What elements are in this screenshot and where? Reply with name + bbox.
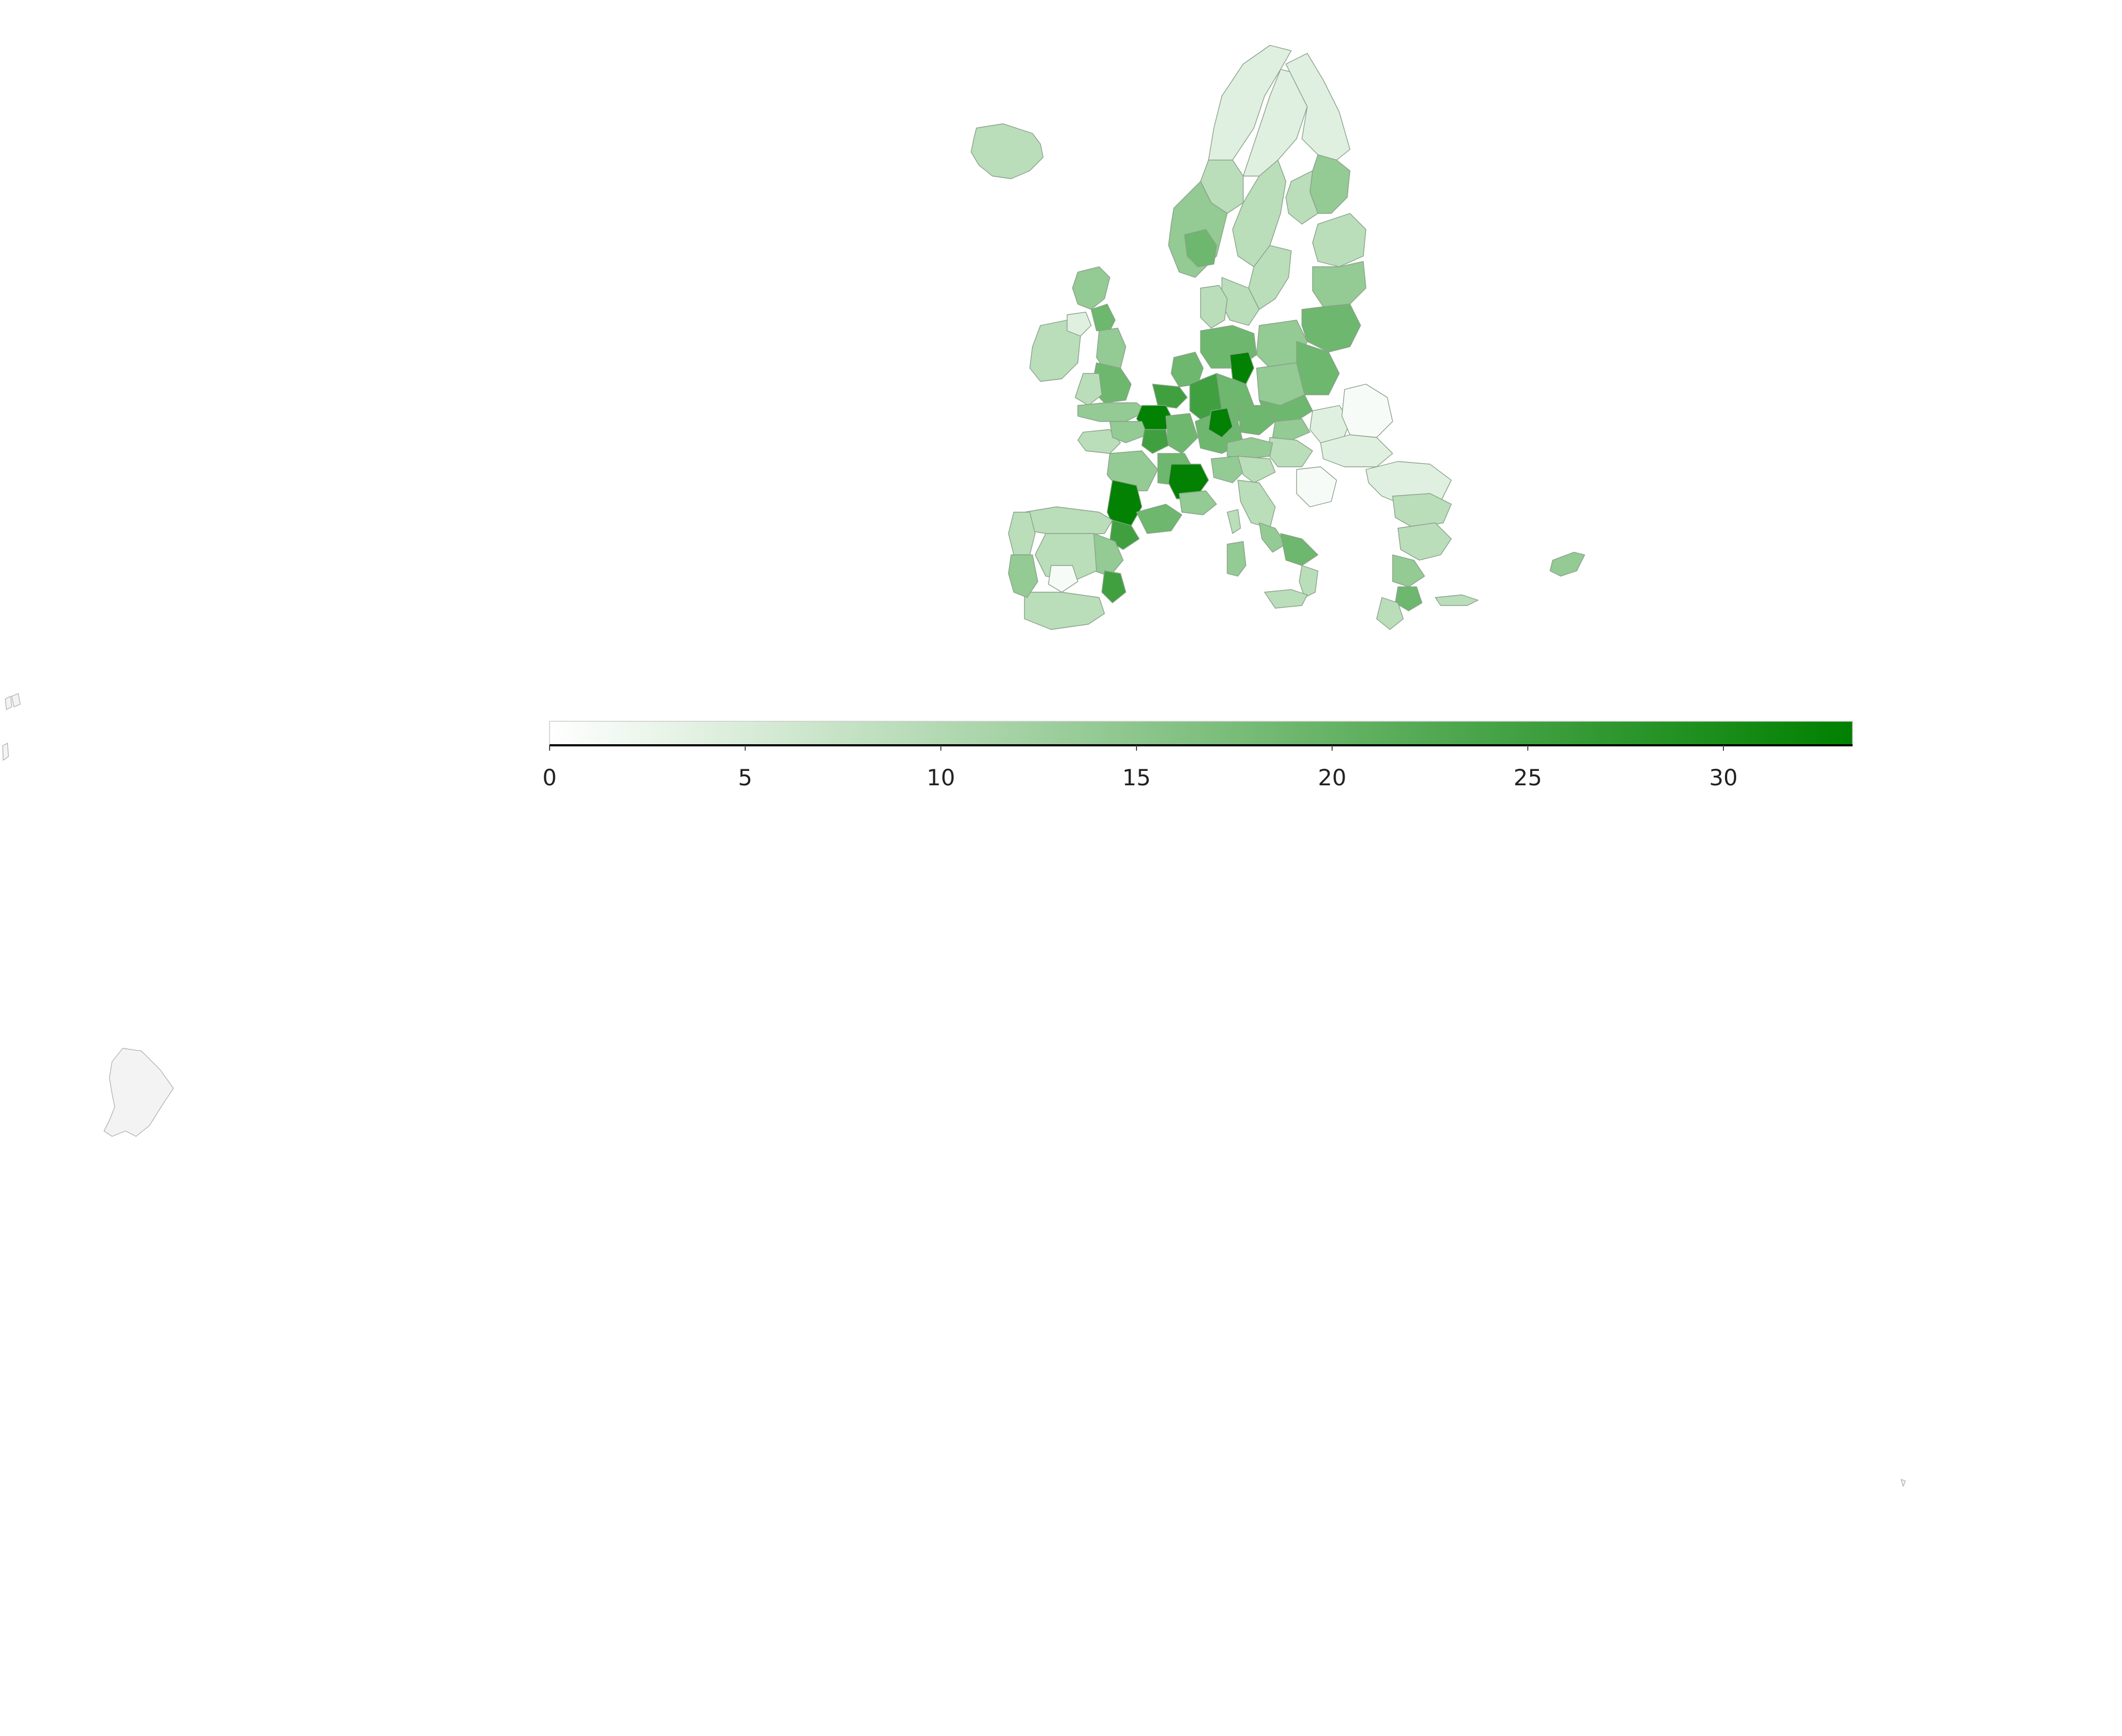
region-germany-bavaria[interactable] — [1208, 408, 1233, 438]
europe-map[interactable] — [2, 45, 2063, 1736]
region-greece-attica[interactable] — [1395, 586, 1422, 611]
region-portugal-north[interactable] — [1008, 512, 1036, 555]
colorbar-tick-label: 10 — [927, 765, 955, 791]
region-overseas-small-3[interactable] — [2, 743, 9, 761]
region-overseas-small-2[interactable] — [11, 693, 21, 707]
region-lithuania[interactable] — [1301, 304, 1361, 353]
colorbar-tick-label: 20 — [1318, 765, 1346, 791]
region-sweden-stockholm[interactable] — [1248, 245, 1292, 310]
colorbar-ticks: 0 5 10 15 20 25 30 — [543, 745, 1738, 791]
region-romania-south[interactable] — [1320, 434, 1393, 467]
region-belgium[interactable] — [1152, 384, 1188, 409]
region-spain-andalucia[interactable] — [1024, 592, 1105, 630]
region-wales[interactable] — [1075, 373, 1102, 406]
region-latvia[interactable] — [1312, 261, 1366, 307]
region-denmark[interactable] — [1200, 285, 1228, 329]
region-cyprus[interactable] — [1549, 552, 1585, 577]
region-scotland-south[interactable] — [1091, 304, 1116, 331]
region-overseas-small-1[interactable] — [5, 696, 12, 710]
region-france-idf[interactable] — [1141, 429, 1169, 454]
region-romania-east[interactable] — [1341, 384, 1393, 438]
region-spain-north[interactable] — [1024, 506, 1113, 537]
region-italy-sicily[interactable] — [1264, 589, 1308, 609]
region-iceland[interactable] — [971, 123, 1044, 179]
region-portugal-south[interactable] — [1008, 554, 1038, 598]
colorbar-tick-label: 30 — [1709, 765, 1737, 791]
region-france-paca[interactable] — [1179, 490, 1217, 515]
region-slovakia[interactable] — [1272, 418, 1310, 441]
region-spain-madrid[interactable] — [1048, 565, 1078, 593]
region-italy-north-west[interactable] — [1211, 456, 1246, 483]
region-england-south[interactable] — [1077, 402, 1148, 422]
region-norway-hedmark[interactable] — [1184, 229, 1217, 267]
region-crete[interactable] — [1435, 594, 1479, 606]
region-finland-south[interactable] — [1285, 170, 1318, 225]
region-atlantic-islet-1[interactable] — [1901, 1479, 1906, 1487]
region-austria[interactable] — [1227, 437, 1273, 459]
colorbar: 0 5 10 15 20 25 30 — [543, 721, 1853, 791]
colorbar-tick-label: 15 — [1122, 765, 1150, 791]
region-france-normandie[interactable] — [1109, 421, 1148, 443]
region-france-occitanie[interactable] — [1136, 504, 1182, 534]
colorbar-tick-label: 25 — [1514, 765, 1542, 791]
region-italy-lazio[interactable] — [1259, 522, 1286, 553]
region-north-macedonia[interactable] — [1392, 493, 1452, 529]
region-sweden-central[interactable] — [1232, 160, 1286, 267]
region-corsica[interactable] — [1227, 509, 1241, 534]
colorbar-tick-label: 0 — [543, 765, 557, 791]
region-greece-central[interactable] — [1392, 554, 1425, 587]
region-italy-north-east[interactable] — [1237, 456, 1276, 483]
region-greece-peloponnese[interactable] — [1376, 597, 1404, 630]
region-france-centre[interactable] — [1107, 450, 1158, 491]
region-italy-calabria[interactable] — [1299, 565, 1318, 598]
region-overseas-large[interactable] — [104, 1048, 174, 1137]
region-estonia[interactable] — [1312, 213, 1366, 267]
region-norway-north[interactable] — [1208, 45, 1292, 182]
region-finland-north[interactable] — [1285, 53, 1350, 161]
region-greece-north[interactable] — [1397, 522, 1452, 561]
region-spain-catalonia[interactable] — [1109, 520, 1140, 550]
region-france-grand-est[interactable] — [1165, 413, 1198, 454]
region-serbia-croatia[interactable] — [1296, 466, 1337, 507]
colorbar-tick-label: 5 — [738, 765, 752, 791]
region-italy-sardinia[interactable] — [1227, 541, 1246, 577]
region-germany-berlin[interactable] — [1229, 352, 1254, 385]
region-scotland-north[interactable] — [1072, 266, 1110, 310]
region-northern-ireland[interactable] — [1067, 312, 1092, 337]
region-czechia[interactable] — [1237, 405, 1276, 435]
region-italy-south[interactable] — [1280, 533, 1318, 566]
region-spain-valencia[interactable] — [1101, 570, 1126, 603]
colorbar-gradient — [549, 721, 1853, 746]
